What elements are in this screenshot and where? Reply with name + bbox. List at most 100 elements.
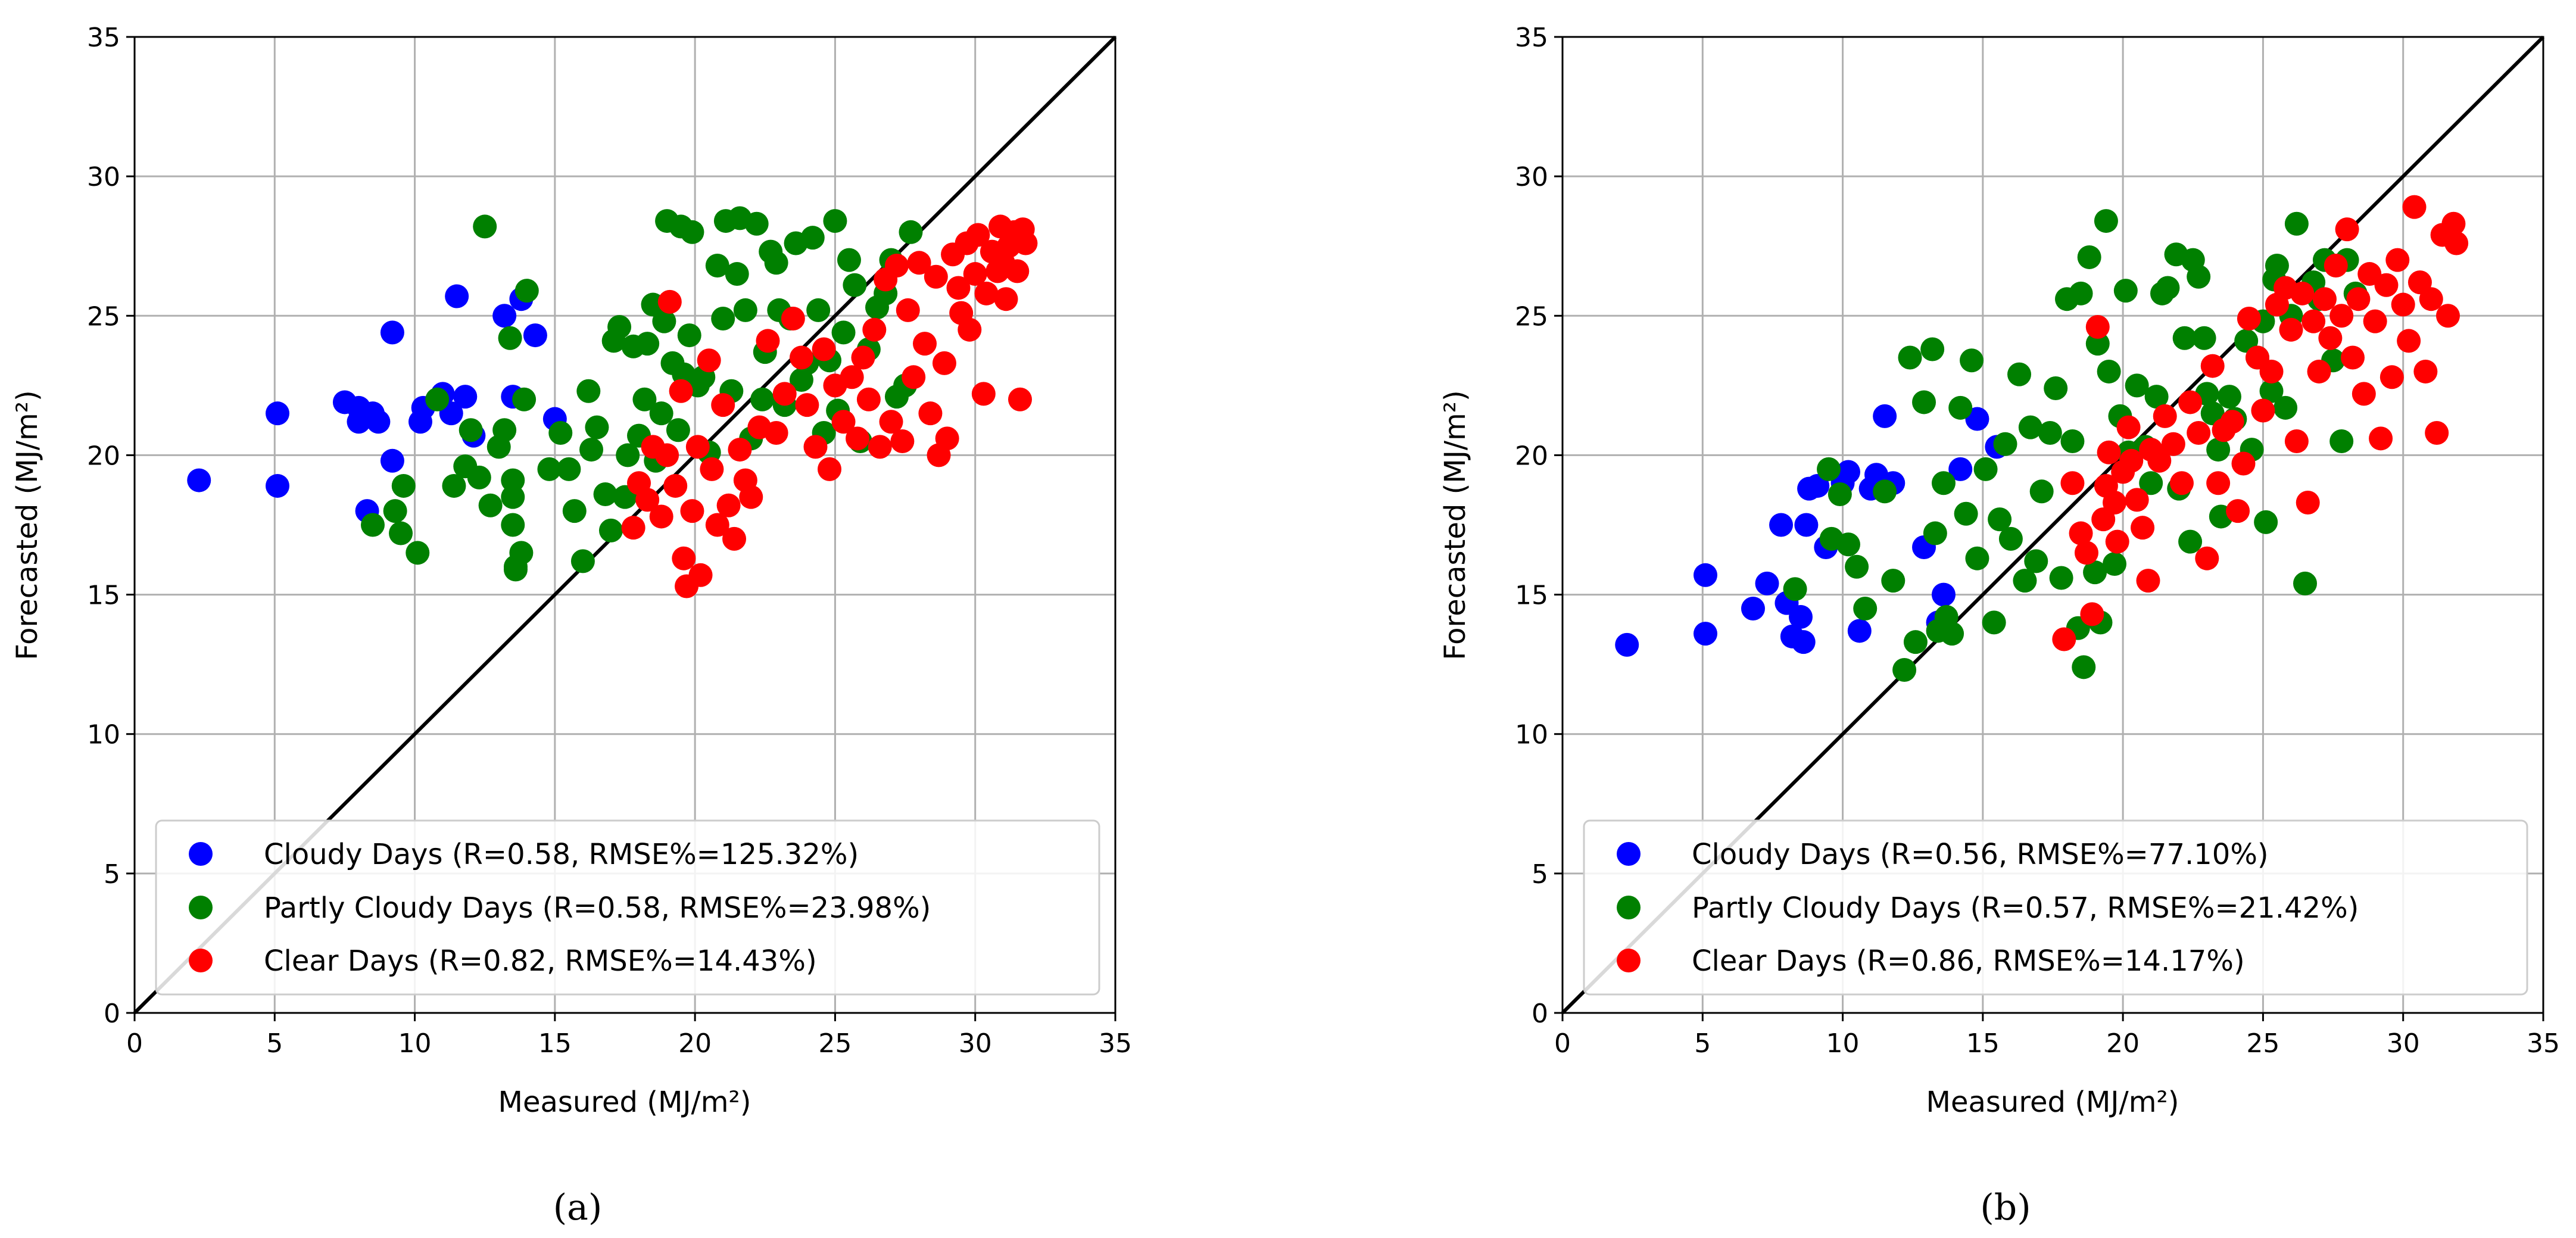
x-axis-label: Measured (MJ/m²) [1926, 1086, 2179, 1119]
partly-cloudy-point [2113, 279, 2138, 303]
partly-cloudy-point [383, 499, 407, 523]
clear-point [672, 546, 696, 570]
partly-cloudy-point [501, 485, 525, 509]
partly-cloudy-point [2234, 329, 2259, 353]
clear-point [1008, 387, 1033, 411]
clear-point [2097, 440, 2121, 464]
cloudy-point [366, 410, 391, 434]
partly-cloudy-point [711, 306, 735, 330]
y-tick-label: 10 [87, 720, 120, 750]
partly-cloudy-point [750, 387, 775, 411]
partly-cloudy-point [899, 220, 923, 244]
clear-point [2324, 253, 2348, 277]
clear-point [2397, 329, 2421, 353]
clear-point [2307, 359, 2331, 383]
partly-cloudy-point [1965, 546, 1989, 570]
partly-cloudy-point [800, 226, 825, 250]
y-tick-label: 15 [1515, 581, 1548, 611]
x-tick-label: 0 [1554, 1028, 1571, 1059]
legend: Cloudy Days (R=0.58, RMSE%=125.32%) Part… [155, 819, 1100, 996]
clear-point [2069, 521, 2093, 545]
partly-cloudy-point [2018, 415, 2042, 439]
partly-cloudy-point [1903, 630, 1928, 654]
clear-point [2091, 507, 2116, 532]
clear-point [2335, 217, 2359, 242]
partly-cloudy-point [548, 420, 573, 445]
partly-cloudy-point [1960, 348, 1984, 373]
partly-cloudy-point [598, 518, 623, 542]
partly-cloudy-point [2178, 529, 2203, 554]
clear-point [705, 513, 729, 537]
partly-cloudy-point [2274, 395, 2298, 420]
clear-point [663, 473, 688, 498]
partly-cloudy-point [2259, 379, 2284, 403]
partly-cloudy-point [2103, 552, 2127, 576]
cloudy-point [1847, 619, 1872, 643]
clear-point [772, 382, 797, 406]
partly-cloudy-point [1954, 501, 1978, 526]
clear-point [2296, 491, 2320, 515]
clear-point [932, 351, 956, 375]
clear-point [2169, 471, 2194, 495]
cloudy-point [380, 448, 404, 473]
partly-cloudy-point [1931, 471, 1956, 495]
clear-point [2329, 304, 2354, 328]
clear-point [1013, 231, 1038, 255]
x-tick-label: 30 [959, 1028, 992, 1059]
clear-point [2226, 499, 2250, 523]
clear-point [913, 332, 937, 356]
clear-point [2200, 354, 2225, 378]
partly-cloudy-point [2139, 471, 2163, 495]
legend: Cloudy Days (R=0.56, RMSE%=77.10%) Partl… [1583, 819, 2528, 996]
clear-point [2136, 569, 2160, 593]
clear-point [722, 526, 747, 551]
clear-point [2425, 420, 2449, 445]
clear-point [2444, 231, 2469, 255]
clear-point [2441, 211, 2466, 236]
partly-cloudy-point [459, 418, 483, 442]
y-tick-label: 10 [1515, 720, 1548, 750]
chart-panel-a: 0 5 10 15 20 25 30 35 0 5 10 15 20 25 30 35 Measured (M… [11, 23, 1132, 1228]
partly-cloudy-point [2187, 264, 2211, 289]
partly-cloudy-point [498, 326, 522, 350]
partly-cloudy-point [632, 387, 657, 411]
legend-marker-partly-cloudy [189, 896, 213, 919]
clear-point [846, 426, 870, 451]
cloudy-point [1948, 457, 1973, 481]
partly-cloudy-point [478, 493, 503, 517]
clear-point [2290, 281, 2315, 305]
partly-cloudy-point [1845, 554, 1869, 579]
cloudy-point [1791, 630, 1816, 654]
partly-cloudy-point [2192, 326, 2216, 350]
clear-point [946, 276, 971, 300]
axis-ticks: 0 5 10 15 20 25 30 35 0 5 10 15 20 25 30 35 [87, 23, 1132, 1059]
clear-point [2341, 345, 2365, 370]
partly-cloudy-point [806, 298, 831, 322]
clear-point [795, 393, 819, 417]
clear-point [2237, 306, 2261, 330]
clear-point [739, 485, 763, 509]
clear-point [2220, 410, 2244, 434]
clear-point [2161, 432, 2185, 456]
legend-marker-cloudy [1617, 842, 1641, 866]
clear-point [2178, 390, 2203, 414]
clear-point [700, 457, 724, 481]
clear-point [2060, 471, 2085, 495]
clear-point [2352, 382, 2376, 406]
y-tick-label: 25 [87, 301, 120, 332]
partly-cloudy-point [652, 309, 676, 333]
clear-point [2231, 451, 2256, 476]
clear-point [2131, 516, 2155, 540]
clear-point [2074, 541, 2098, 565]
cloudy-point [1805, 473, 1830, 498]
clear-point [856, 387, 881, 411]
clear-point [649, 504, 673, 529]
partly-cloudy-point [666, 418, 690, 442]
partly-cloudy-point [442, 473, 466, 498]
clear-point [812, 337, 836, 361]
partly-cloudy-point [2329, 429, 2354, 454]
cloudy-point [445, 284, 469, 308]
clear-point [685, 435, 710, 459]
y-tick-label: 5 [1532, 859, 1548, 890]
partly-cloudy-point [2085, 332, 2110, 356]
